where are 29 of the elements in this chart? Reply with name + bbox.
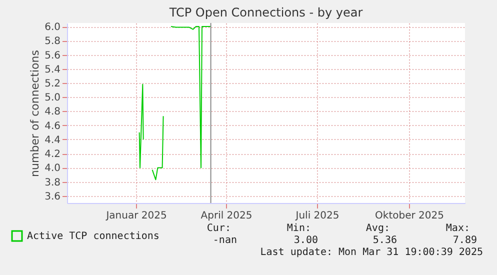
y-axis-title: number of connections — [28, 50, 42, 177]
y-tick-label: 6.0 — [44, 22, 60, 34]
y-tick-label: 5.6 — [44, 50, 60, 62]
text: 7.89 — [452, 235, 477, 246]
y-tick-label: 4.8 — [44, 106, 60, 118]
y-tick-label: 3.6 — [44, 191, 60, 202]
y-tick-label: 4.6 — [44, 120, 60, 132]
y-tick-label: 4.4 — [44, 134, 60, 146]
text: Max: — [446, 223, 470, 234]
text: Avg: — [366, 223, 390, 234]
y-tick-label: 4.2 — [44, 149, 60, 160]
legend-label: Active TCP connections — [27, 231, 160, 242]
y-tick-label: 5.2 — [44, 78, 60, 90]
y-tick-label: 4.0 — [44, 163, 60, 174]
text: Min: — [286, 223, 311, 234]
x-tick-label: April 2025 — [200, 210, 252, 222]
chart-title: TCP Open Connections - by year — [168, 6, 363, 20]
text: Last update: Mon Mar 31 19:00:39 2025 — [260, 247, 483, 258]
y-tick-label: 5.0 — [44, 92, 60, 104]
y-tick-label: 5.4 — [44, 64, 60, 76]
text: 3.00 — [294, 235, 318, 246]
y-tick-label: 3.8 — [44, 177, 60, 188]
x-tick-label: Januar 2025 — [105, 210, 167, 222]
text: Cur: — [206, 223, 231, 234]
text: 5.36 — [372, 235, 397, 246]
x-tick-label: Juli 2025 — [294, 210, 340, 222]
y-tick-label: 5.8 — [44, 36, 60, 48]
x-tick-label: Oktober 2025 — [375, 210, 444, 222]
text: -nan — [212, 235, 237, 246]
